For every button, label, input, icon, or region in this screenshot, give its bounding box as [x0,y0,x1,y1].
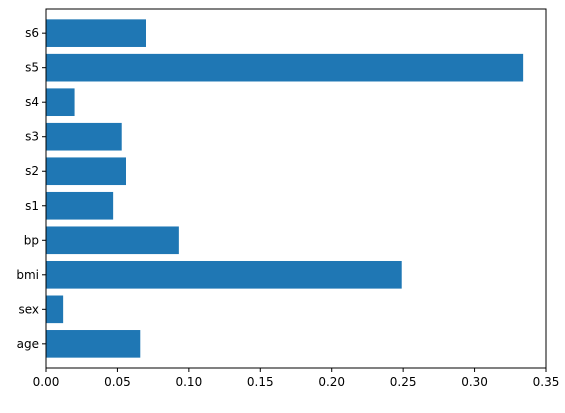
y-tick-label-s4: s4 [25,95,39,109]
y-axis: age sex bmi bp s1 s2 s3 s4 s5 s6 [16,26,46,351]
bar-s6 [46,19,146,47]
x-tick-label-1: 0.05 [104,375,131,389]
bar-s3 [46,122,122,151]
bar-bmi [46,260,402,289]
bar-s2 [46,157,126,186]
bar-s1 [46,191,114,220]
bar-s5 [46,53,524,82]
x-tick-label-5: 0.25 [390,375,417,389]
x-tick-label-2: 0.10 [175,375,202,389]
bar-age [46,330,141,358]
y-tick-label-bmi: bmi [16,268,39,282]
y-tick-label-s2: s2 [25,164,39,178]
y-tick-label-s3: s3 [25,130,39,144]
y-tick-label-s5: s5 [25,61,39,75]
x-tick-label-4: 0.20 [318,375,345,389]
plot-frame [45,8,547,369]
y-tick-label-s6: s6 [25,26,39,40]
y-tick-label-s1: s1 [25,199,39,213]
bar-bp [46,226,179,255]
y-tick-label-sex: sex [18,302,39,316]
bar-sex [46,295,64,324]
bar-s4 [46,88,75,117]
x-tick-label-3: 0.15 [247,375,274,389]
bars-group [46,19,524,358]
x-tick-label-0: 0.00 [33,375,60,389]
x-axis: 0.00 0.05 0.10 0.15 0.20 0.25 0.30 0.35 [33,368,560,389]
y-tick-label-age: age [17,337,39,351]
x-tick-label-7: 0.35 [533,375,560,389]
x-tick-label-6: 0.30 [461,375,488,389]
y-tick-label-bp: bp [24,233,39,247]
